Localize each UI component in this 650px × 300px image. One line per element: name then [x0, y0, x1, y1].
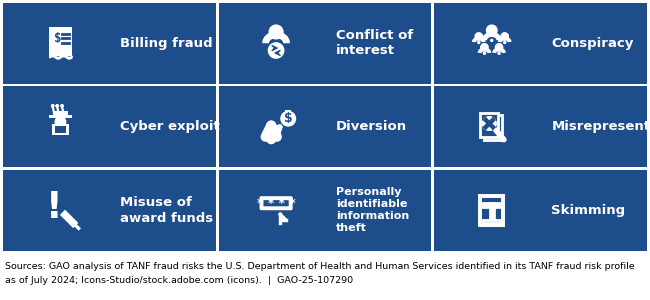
FancyBboxPatch shape [483, 220, 500, 223]
Text: Billing fraud: Billing fraud [120, 37, 213, 50]
Circle shape [484, 52, 486, 54]
FancyBboxPatch shape [53, 111, 68, 115]
Text: Conspiracy: Conspiracy [551, 37, 634, 50]
FancyBboxPatch shape [51, 124, 70, 135]
FancyBboxPatch shape [3, 86, 216, 167]
Circle shape [269, 25, 283, 39]
FancyBboxPatch shape [49, 27, 72, 56]
Circle shape [491, 39, 493, 41]
Text: Cyber exploit: Cyber exploit [120, 120, 220, 133]
Circle shape [61, 105, 63, 107]
Circle shape [486, 25, 497, 36]
Circle shape [51, 105, 54, 107]
Circle shape [481, 44, 488, 51]
FancyBboxPatch shape [55, 126, 66, 133]
Circle shape [501, 33, 508, 40]
Circle shape [55, 117, 66, 127]
Text: Diversion: Diversion [335, 120, 407, 133]
Text: Conflict of
interest: Conflict of interest [335, 29, 413, 58]
FancyBboxPatch shape [484, 116, 502, 140]
Text: Personally
identifiable
information
theft: Personally identifiable information thef… [335, 187, 409, 233]
Text: Misuse of
award funds: Misuse of award funds [120, 196, 213, 224]
Circle shape [281, 112, 296, 126]
Circle shape [482, 117, 496, 130]
Circle shape [478, 41, 480, 44]
Text: Misrepresentation: Misrepresentation [551, 120, 650, 133]
FancyBboxPatch shape [434, 3, 647, 83]
FancyBboxPatch shape [261, 198, 291, 208]
FancyBboxPatch shape [434, 86, 647, 167]
FancyBboxPatch shape [218, 86, 432, 167]
FancyBboxPatch shape [218, 170, 432, 250]
FancyBboxPatch shape [434, 170, 647, 250]
Text: Skimming: Skimming [551, 204, 625, 217]
Text: * * * *: * * * * [257, 196, 296, 209]
Text: $: $ [284, 112, 292, 125]
Circle shape [495, 44, 502, 51]
FancyBboxPatch shape [480, 196, 504, 225]
Text: !: ! [46, 188, 62, 226]
Circle shape [56, 105, 58, 107]
Text: as of July 2024; Icons-Studio/stock.adobe.com (icons).  |  GAO-25-107290: as of July 2024; Icons-Studio/stock.adob… [5, 276, 353, 285]
Circle shape [268, 43, 284, 58]
FancyBboxPatch shape [3, 170, 216, 250]
Text: $: $ [55, 32, 62, 45]
FancyBboxPatch shape [218, 3, 432, 83]
FancyBboxPatch shape [3, 3, 216, 83]
FancyBboxPatch shape [49, 115, 72, 118]
Circle shape [498, 52, 500, 54]
Circle shape [504, 41, 506, 44]
FancyBboxPatch shape [285, 110, 291, 112]
Circle shape [475, 33, 482, 40]
Text: Sources: GAO analysis of TANF fraud risks the U.S. Department of Health and Huma: Sources: GAO analysis of TANF fraud risk… [5, 262, 634, 271]
FancyBboxPatch shape [480, 113, 499, 137]
